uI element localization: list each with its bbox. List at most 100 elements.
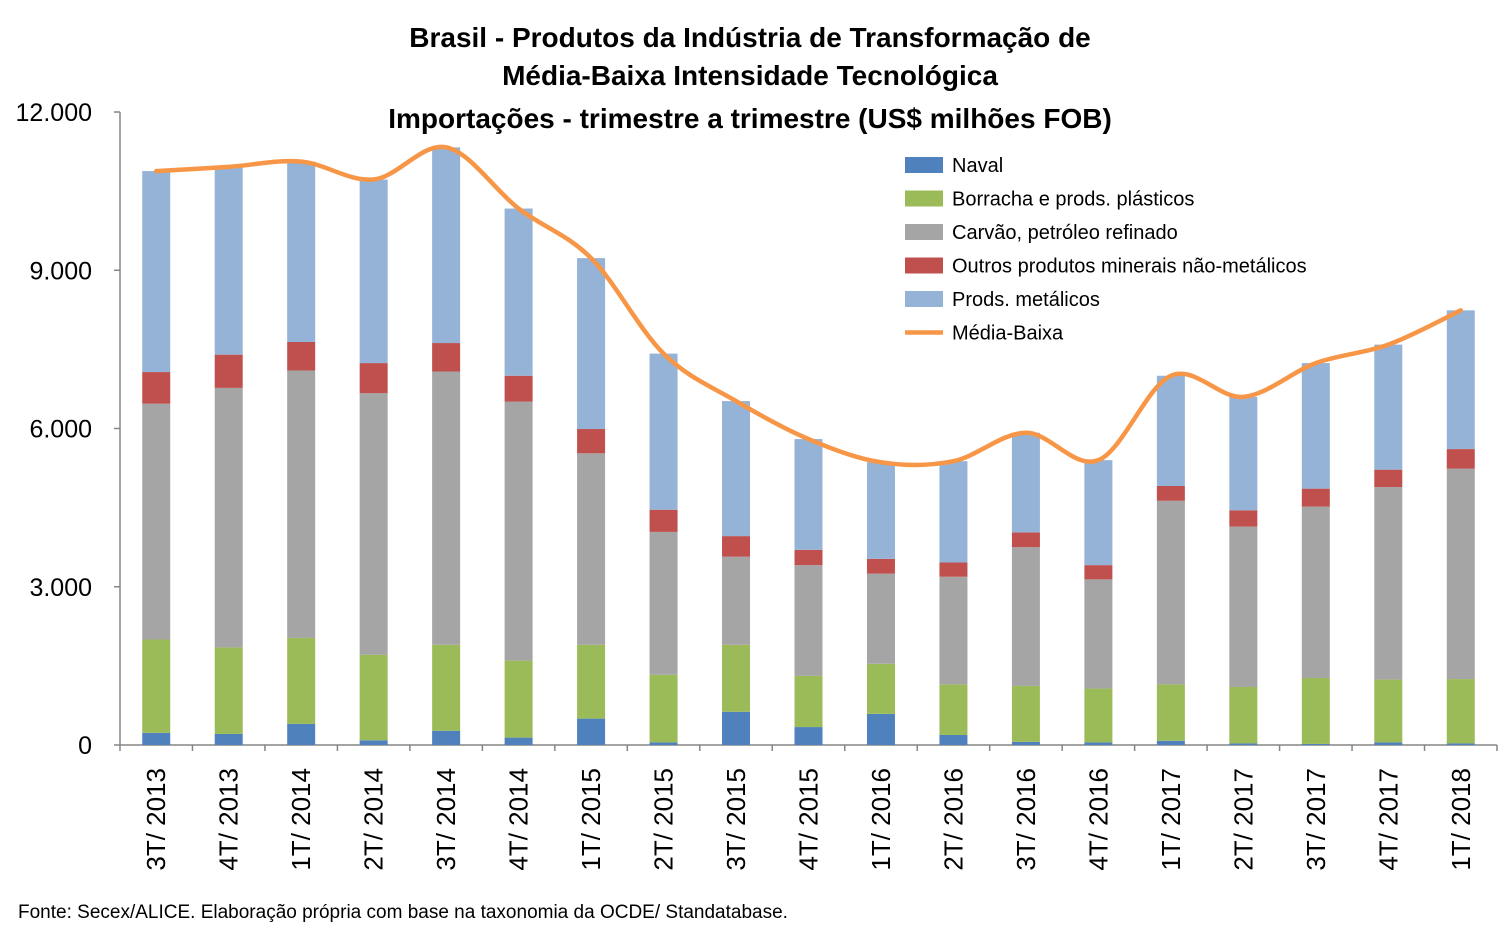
series-line-media-baixa [153,144,1464,468]
legend-swatch [905,224,943,240]
bar-segment [649,742,678,745]
x-tick-label: 3T/ 2017 [1301,768,1331,871]
bar-segment [1374,344,1403,470]
bar-segment [939,734,968,745]
bar-segment [432,644,461,731]
x-tick-label: 4T/ 2014 [504,768,534,871]
legend-label: Média-Baixa [952,323,1064,345]
bar-segment [1011,532,1040,548]
bar-segment [1446,310,1475,450]
bar-segment [1084,579,1113,689]
bar-segment [1156,375,1185,486]
bar-segment [432,371,461,645]
x-tick-label: 1T/ 2018 [1446,768,1476,871]
source-footnote: Fonte: Secex/ALICE. Elaboração própria c… [18,902,788,923]
bar-segment [722,536,751,557]
bar-segment [1156,684,1185,741]
chart-legend: Naval Borracha e prods. plásticos Carvão, … [905,155,1307,345]
x-tick-label: 4T/ 2017 [1373,768,1403,871]
bar-segment [214,166,243,355]
bar-segment [214,354,243,388]
bar-segment [359,363,388,394]
bar-segment [1156,740,1185,745]
x-tick-label: 1T/ 2016 [866,768,896,871]
bar-segment [649,353,678,510]
bar-segment [504,401,533,661]
bar-segment [1374,487,1403,680]
bar-segment [722,711,751,745]
y-tick-label: 3.000 [29,574,92,602]
bar-segment [504,660,533,738]
bar-segment [722,556,751,645]
bar-segment [214,647,243,734]
chart-bars [142,147,1475,745]
bar-segment [1446,743,1475,745]
bar-segment [1229,526,1258,687]
bar-segment [1229,396,1258,511]
bar-segment [504,375,533,402]
bar-segment [1084,688,1113,743]
x-tick-label: 3T/ 2015 [721,768,751,871]
legend-label: Borracha e prods. plásticos [952,189,1194,211]
bar-segment [866,663,895,714]
bar-segment [1229,510,1258,527]
bar-segment [1446,679,1475,744]
bar-segment [577,453,606,645]
bar-segment [939,684,968,735]
bar-segment [939,461,968,563]
legend-swatch [905,291,943,307]
bar-segment [214,387,243,648]
legend-label: Naval [952,155,1003,177]
legend-swatch [905,190,943,207]
bar-segment [1011,685,1040,742]
y-tick-label: 9.000 [29,257,92,285]
bar-segment [1446,468,1475,680]
bar-segment [1011,547,1040,686]
x-tick-label: 2T/ 2017 [1228,768,1258,871]
bar-segment [1374,679,1403,743]
bar-segment [359,179,388,364]
bar-segment [504,737,533,745]
bar-segment [939,562,968,577]
bar-segment [1301,506,1330,679]
bar-segment [1374,469,1403,488]
x-tick-label: 1T/ 2014 [286,768,316,871]
bar-segment [1229,686,1258,744]
bar-segment [649,509,678,532]
y-tick-label: 6.000 [29,416,92,444]
chart-line [153,144,1464,468]
bar-segment [142,732,171,745]
bar-segment [1446,449,1475,469]
bar-segment [866,462,895,559]
x-tick-label: 4T/ 2013 [214,768,244,871]
bar-segment [1084,565,1113,580]
chart-title: Brasil - Produtos da Indústria de Transf… [388,22,1112,134]
legend-swatch [905,157,943,173]
bar-segment [1229,743,1258,745]
y-tick-label: 12.000 [16,99,92,127]
bar-segment [866,713,895,745]
bar-segment [577,429,606,454]
bar-segment [214,733,243,745]
chart-title-line: Importações - trimestre a trimestre (US$… [388,103,1112,134]
bar-segment [1156,485,1185,501]
bar-segment [577,258,606,430]
legend-label: Prods. metálicos [952,289,1100,311]
legend-swatch [905,257,943,274]
bar-segment [1084,742,1113,745]
bar-segment [794,549,823,566]
bar-segment [939,576,968,685]
bar-segment [794,439,823,550]
bar-segment [1011,741,1040,745]
bar-segment [649,674,678,743]
x-tick-label: 4T/ 2016 [1083,768,1113,871]
bar-segment [1011,432,1040,533]
bar-segment [794,565,823,676]
bar-segment [432,147,461,344]
x-tick-label: 2T/ 2014 [359,768,389,871]
bar-segment [142,639,171,733]
bar-segment [287,637,316,724]
bar-segment [649,531,678,675]
bar-segment [794,727,823,745]
